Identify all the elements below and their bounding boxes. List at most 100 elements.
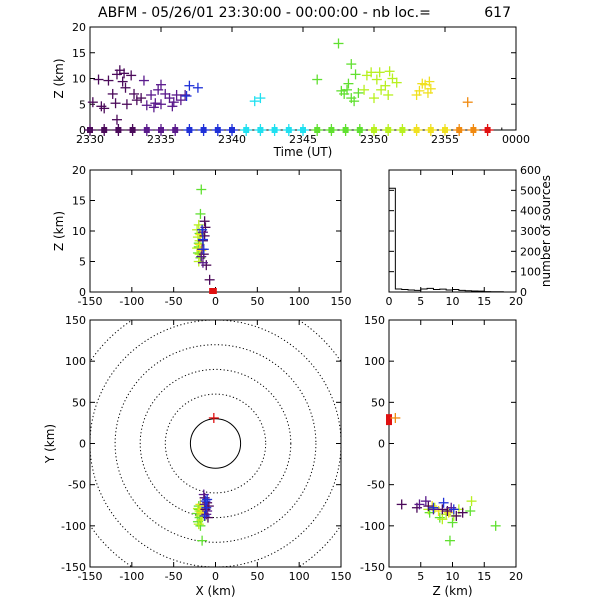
time_height-point: [249, 96, 260, 107]
x_z-point: [195, 208, 206, 219]
z_y-ytick-label: -50: [367, 479, 385, 492]
time_height-point: [119, 68, 130, 79]
time_height-point: [387, 73, 398, 84]
charts: 2330 2335 2340 2345 2350 2355 000005101520Time…: [43, 21, 553, 598]
time_height-point: [380, 80, 391, 91]
time_height-ground-cross: [169, 124, 182, 136]
time_height-ground-cross: [155, 124, 167, 136]
time_height-ytick-label: 0: [79, 124, 86, 137]
time_height-ground-cross: [467, 124, 480, 136]
time_height-point: [343, 78, 354, 89]
x_z-point: [204, 274, 215, 285]
x_y-xtick-label: 100: [289, 570, 310, 583]
histogram-ytick-label: 500: [520, 184, 541, 197]
x_y-point: [195, 520, 206, 531]
z_y-point: [457, 507, 468, 518]
z_y-point: [428, 502, 439, 513]
x_y-xtick-label: 150: [331, 570, 352, 583]
time_height-ground-cross: [282, 124, 295, 136]
time_height-point: [371, 74, 382, 85]
z_y-point: [466, 496, 477, 507]
time_height-ground-cross: [98, 124, 111, 136]
time_height-point: [164, 93, 175, 104]
z_y-point: [420, 496, 431, 507]
x_y-frame: [89, 319, 342, 568]
time_height-point: [366, 67, 377, 78]
time_height-ground-cross: [84, 124, 96, 136]
time_height-point: [107, 88, 118, 99]
range-ring: [90, 320, 341, 567]
time_height-ytick-label: 5: [79, 98, 86, 111]
range-ring: [90, 320, 341, 567]
time_height-point: [93, 74, 104, 85]
time_height-ground-cross: [183, 124, 196, 136]
time_height-point: [146, 89, 157, 100]
x_y-point: [199, 510, 210, 521]
time_height-point: [110, 98, 121, 109]
time_height-ground-cross: [325, 124, 338, 136]
x_y-point: [202, 494, 213, 505]
time_height-point: [153, 84, 164, 95]
x_z-point: [193, 256, 204, 267]
time_height-point: [175, 95, 186, 106]
z_y-point: [396, 499, 407, 510]
x_z-point: [196, 251, 207, 262]
x_y-point: [197, 535, 208, 546]
time_height-point: [120, 82, 131, 93]
time_height-point: [121, 99, 132, 110]
z_y-point: [451, 510, 462, 521]
time_height-point: [103, 75, 114, 86]
x_z-point: [198, 244, 209, 255]
z_y-point: [444, 535, 455, 546]
histogram-ytick-label: 200: [520, 245, 541, 258]
range-ring: [114, 344, 317, 543]
time_height-point: [136, 93, 147, 104]
z_y-point: [446, 502, 457, 513]
time_height-xtick-label: 0000: [502, 133, 530, 146]
x_y-xlabel: X (km): [195, 584, 235, 598]
x_z-ytick-label: 20: [72, 164, 86, 177]
range-ring: [189, 418, 242, 469]
time_height-point: [384, 66, 395, 77]
range-ring: [139, 368, 292, 519]
time_height-ground-cross: [396, 124, 409, 136]
x_z-xtick-label: -100: [119, 295, 144, 308]
time_height-ground-cross: [382, 124, 395, 136]
x_z-point: [197, 234, 208, 245]
time_height-point: [342, 84, 353, 95]
x_z-point: [196, 184, 207, 195]
time_height-point: [99, 103, 110, 114]
histogram-bars: [388, 187, 516, 293]
z_y-xtick-label: 0: [386, 570, 393, 583]
z_y-point: [434, 512, 445, 523]
histogram-xtick-label: 0: [386, 295, 393, 308]
x_y-ytick-label: -50: [68, 479, 86, 492]
x-y-chart: -150 -100 -50 0 50 100 150 -150 -100 -50 0 50 100 150…: [43, 314, 352, 598]
time_height-xtick-label: 2345: [289, 133, 317, 146]
x_z-ytick-label: 5: [79, 256, 86, 269]
time_height-point: [369, 93, 379, 104]
time_height-point: [417, 78, 428, 89]
time_height-point: [425, 83, 436, 94]
time_height-frame: [89, 26, 517, 131]
time_height-point: [171, 89, 182, 100]
x_y-point: [208, 412, 219, 423]
time_height-ground-cross: [197, 124, 210, 136]
x_y-ytick-label: 100: [65, 355, 86, 368]
time_height-point: [255, 93, 266, 104]
x_z-point: [197, 257, 208, 268]
z_y-point: [448, 504, 459, 515]
time_height-ground-cross: [410, 124, 423, 136]
z_y-ytick-label: 150: [364, 314, 385, 327]
z_y-point: [447, 517, 458, 528]
z_y-xtick-label: 15: [477, 570, 491, 583]
x_z-xtick-label: -50: [165, 295, 183, 308]
time_height-ground-cross: [297, 124, 309, 136]
x_z-xtick-label: 150: [331, 295, 352, 308]
time_height-point: [333, 38, 344, 49]
histogram-frame: [388, 169, 517, 293]
time_height-point: [414, 85, 425, 96]
time_height-ytick-label: 20: [72, 21, 86, 34]
time_height-ground-cross: [268, 124, 281, 136]
